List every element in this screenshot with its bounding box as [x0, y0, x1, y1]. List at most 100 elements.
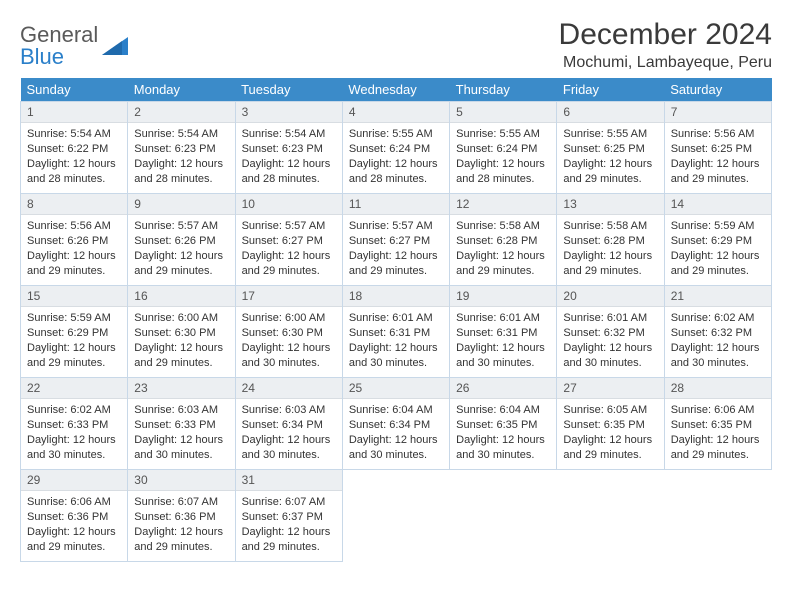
day-number: 25: [343, 378, 449, 399]
calendar-day-cell: 10Sunrise: 5:57 AMSunset: 6:27 PMDayligh…: [235, 194, 342, 286]
calendar-week-row: 8Sunrise: 5:56 AMSunset: 6:26 PMDaylight…: [21, 194, 772, 286]
month-title: December 2024: [559, 18, 772, 52]
calendar-day-cell: 6Sunrise: 5:55 AMSunset: 6:25 PMDaylight…: [557, 102, 664, 194]
day-info: Sunrise: 6:02 AMSunset: 6:33 PMDaylight:…: [21, 399, 127, 466]
calendar-day-cell: 27Sunrise: 6:05 AMSunset: 6:35 PMDayligh…: [557, 378, 664, 470]
calendar-day-cell: 7Sunrise: 5:56 AMSunset: 6:25 PMDaylight…: [664, 102, 771, 194]
day-info: Sunrise: 5:55 AMSunset: 6:25 PMDaylight:…: [557, 123, 663, 190]
calendar-week-row: 15Sunrise: 5:59 AMSunset: 6:29 PMDayligh…: [21, 286, 772, 378]
header: General Blue December 2024 Mochumi, Lamb…: [20, 18, 772, 72]
day-info: Sunrise: 5:55 AMSunset: 6:24 PMDaylight:…: [343, 123, 449, 190]
day-info: Sunrise: 5:54 AMSunset: 6:22 PMDaylight:…: [21, 123, 127, 190]
day-info: Sunrise: 5:56 AMSunset: 6:26 PMDaylight:…: [21, 215, 127, 282]
day-number: 15: [21, 286, 127, 307]
day-info: Sunrise: 5:56 AMSunset: 6:25 PMDaylight:…: [665, 123, 771, 190]
day-info: Sunrise: 6:07 AMSunset: 6:37 PMDaylight:…: [236, 491, 342, 558]
day-info: Sunrise: 6:03 AMSunset: 6:33 PMDaylight:…: [128, 399, 234, 466]
day-info: Sunrise: 5:59 AMSunset: 6:29 PMDaylight:…: [665, 215, 771, 282]
day-info: Sunrise: 6:01 AMSunset: 6:32 PMDaylight:…: [557, 307, 663, 374]
brand-word2: Blue: [20, 46, 98, 68]
calendar-day-cell: 4Sunrise: 5:55 AMSunset: 6:24 PMDaylight…: [342, 102, 449, 194]
weekday-header: Sunday: [21, 78, 128, 102]
day-number: 3: [236, 102, 342, 123]
calendar-day-cell: 5Sunrise: 5:55 AMSunset: 6:24 PMDaylight…: [450, 102, 557, 194]
weekday-header: Tuesday: [235, 78, 342, 102]
day-number: 9: [128, 194, 234, 215]
calendar-day-cell: 29Sunrise: 6:06 AMSunset: 6:36 PMDayligh…: [21, 470, 128, 562]
day-number: 8: [21, 194, 127, 215]
day-number: 27: [557, 378, 663, 399]
calendar-day-cell: 28Sunrise: 6:06 AMSunset: 6:35 PMDayligh…: [664, 378, 771, 470]
day-number: 29: [21, 470, 127, 491]
weekday-header: Friday: [557, 78, 664, 102]
calendar-day-cell: 17Sunrise: 6:00 AMSunset: 6:30 PMDayligh…: [235, 286, 342, 378]
day-info: Sunrise: 5:58 AMSunset: 6:28 PMDaylight:…: [450, 215, 556, 282]
calendar-day-cell: 1Sunrise: 5:54 AMSunset: 6:22 PMDaylight…: [21, 102, 128, 194]
calendar-week-row: 22Sunrise: 6:02 AMSunset: 6:33 PMDayligh…: [21, 378, 772, 470]
calendar-day-cell: 20Sunrise: 6:01 AMSunset: 6:32 PMDayligh…: [557, 286, 664, 378]
day-number: 11: [343, 194, 449, 215]
calendar-day-cell: 12Sunrise: 5:58 AMSunset: 6:28 PMDayligh…: [450, 194, 557, 286]
day-info: Sunrise: 6:04 AMSunset: 6:34 PMDaylight:…: [343, 399, 449, 466]
calendar-day-cell: 31Sunrise: 6:07 AMSunset: 6:37 PMDayligh…: [235, 470, 342, 562]
day-number: 10: [236, 194, 342, 215]
day-info: Sunrise: 6:01 AMSunset: 6:31 PMDaylight:…: [343, 307, 449, 374]
day-info: Sunrise: 5:57 AMSunset: 6:27 PMDaylight:…: [236, 215, 342, 282]
calendar-day-cell: 23Sunrise: 6:03 AMSunset: 6:33 PMDayligh…: [128, 378, 235, 470]
weekday-header: Monday: [128, 78, 235, 102]
day-number: 14: [665, 194, 771, 215]
day-info: Sunrise: 5:55 AMSunset: 6:24 PMDaylight:…: [450, 123, 556, 190]
day-info: Sunrise: 6:06 AMSunset: 6:35 PMDaylight:…: [665, 399, 771, 466]
day-number: 22: [21, 378, 127, 399]
calendar-empty-cell: [450, 470, 557, 562]
day-number: 7: [665, 102, 771, 123]
day-number: 5: [450, 102, 556, 123]
weekday-header: Thursday: [450, 78, 557, 102]
calendar-day-cell: 14Sunrise: 5:59 AMSunset: 6:29 PMDayligh…: [664, 194, 771, 286]
brand-logo: General Blue: [20, 24, 128, 68]
calendar-body: 1Sunrise: 5:54 AMSunset: 6:22 PMDaylight…: [21, 102, 772, 562]
calendar-day-cell: 18Sunrise: 6:01 AMSunset: 6:31 PMDayligh…: [342, 286, 449, 378]
weekday-header: Wednesday: [342, 78, 449, 102]
calendar-empty-cell: [342, 470, 449, 562]
day-number: 12: [450, 194, 556, 215]
day-number: 6: [557, 102, 663, 123]
calendar-day-cell: 25Sunrise: 6:04 AMSunset: 6:34 PMDayligh…: [342, 378, 449, 470]
day-info: Sunrise: 6:00 AMSunset: 6:30 PMDaylight:…: [128, 307, 234, 374]
calendar-day-cell: 21Sunrise: 6:02 AMSunset: 6:32 PMDayligh…: [664, 286, 771, 378]
calendar-day-cell: 2Sunrise: 5:54 AMSunset: 6:23 PMDaylight…: [128, 102, 235, 194]
day-info: Sunrise: 6:05 AMSunset: 6:35 PMDaylight:…: [557, 399, 663, 466]
day-info: Sunrise: 5:54 AMSunset: 6:23 PMDaylight:…: [236, 123, 342, 190]
day-number: 26: [450, 378, 556, 399]
brand-triangle-icon: [102, 33, 128, 60]
calendar-day-cell: 3Sunrise: 5:54 AMSunset: 6:23 PMDaylight…: [235, 102, 342, 194]
day-info: Sunrise: 5:58 AMSunset: 6:28 PMDaylight:…: [557, 215, 663, 282]
day-number: 17: [236, 286, 342, 307]
weekday-header: Saturday: [664, 78, 771, 102]
day-number: 18: [343, 286, 449, 307]
day-info: Sunrise: 6:04 AMSunset: 6:35 PMDaylight:…: [450, 399, 556, 466]
day-info: Sunrise: 6:06 AMSunset: 6:36 PMDaylight:…: [21, 491, 127, 558]
calendar-week-row: 1Sunrise: 5:54 AMSunset: 6:22 PMDaylight…: [21, 102, 772, 194]
day-number: 31: [236, 470, 342, 491]
calendar-day-cell: 26Sunrise: 6:04 AMSunset: 6:35 PMDayligh…: [450, 378, 557, 470]
day-number: 20: [557, 286, 663, 307]
calendar-day-cell: 19Sunrise: 6:01 AMSunset: 6:31 PMDayligh…: [450, 286, 557, 378]
day-number: 13: [557, 194, 663, 215]
calendar-table: SundayMondayTuesdayWednesdayThursdayFrid…: [20, 78, 772, 562]
title-block: December 2024 Mochumi, Lambayeque, Peru: [559, 18, 772, 72]
day-number: 19: [450, 286, 556, 307]
day-info: Sunrise: 6:00 AMSunset: 6:30 PMDaylight:…: [236, 307, 342, 374]
calendar-day-cell: 30Sunrise: 6:07 AMSunset: 6:36 PMDayligh…: [128, 470, 235, 562]
day-info: Sunrise: 5:59 AMSunset: 6:29 PMDaylight:…: [21, 307, 127, 374]
day-info: Sunrise: 6:01 AMSunset: 6:31 PMDaylight:…: [450, 307, 556, 374]
day-number: 30: [128, 470, 234, 491]
day-info: Sunrise: 5:57 AMSunset: 6:26 PMDaylight:…: [128, 215, 234, 282]
calendar-day-cell: 11Sunrise: 5:57 AMSunset: 6:27 PMDayligh…: [342, 194, 449, 286]
calendar-week-row: 29Sunrise: 6:06 AMSunset: 6:36 PMDayligh…: [21, 470, 772, 562]
day-info: Sunrise: 5:57 AMSunset: 6:27 PMDaylight:…: [343, 215, 449, 282]
location: Mochumi, Lambayeque, Peru: [559, 54, 772, 72]
day-number: 28: [665, 378, 771, 399]
day-number: 21: [665, 286, 771, 307]
calendar-empty-cell: [664, 470, 771, 562]
